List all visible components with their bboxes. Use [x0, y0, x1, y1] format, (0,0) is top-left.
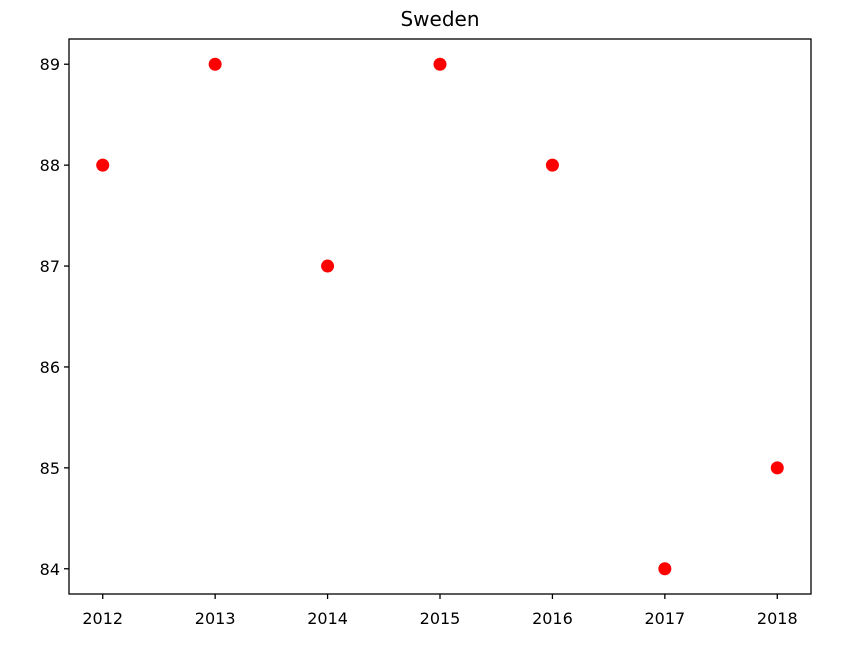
y-tick-label: 87: [40, 257, 60, 276]
x-tick-label: 2016: [532, 609, 573, 628]
y-tick-label: 84: [40, 560, 60, 579]
x-tick-label: 2017: [644, 609, 685, 628]
x-tick-label: 2018: [757, 609, 798, 628]
x-tick-label: 2014: [307, 609, 348, 628]
plot-area: [68, 38, 812, 595]
y-tick-label: 86: [40, 358, 60, 377]
x-tick-label: 2012: [82, 609, 123, 628]
x-axis: 2012 2013 2014 2015 2016 2017 2018: [82, 594, 798, 628]
y-tick-label: 89: [40, 55, 60, 74]
data-point: [433, 57, 447, 71]
data-point: [208, 57, 222, 71]
data-point: [658, 562, 672, 576]
y-tick-label: 85: [40, 459, 60, 478]
data-point: [321, 259, 335, 273]
x-tick-label: 2013: [195, 609, 236, 628]
data-point: [545, 158, 559, 172]
y-tick-label: 88: [40, 156, 60, 175]
chart-title: Sweden: [400, 7, 479, 31]
data-points: [96, 57, 784, 576]
y-axis: 84 85 86 87 88 89: [40, 55, 69, 579]
data-point: [96, 158, 110, 172]
x-tick-label: 2015: [420, 609, 461, 628]
data-point: [770, 461, 784, 475]
